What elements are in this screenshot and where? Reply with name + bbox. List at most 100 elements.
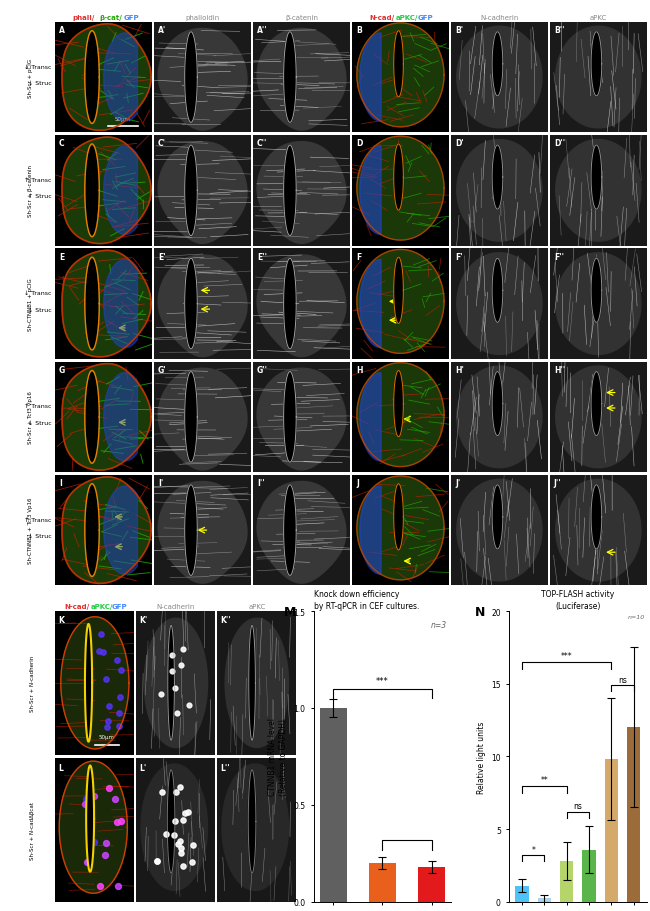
Text: G'': G'' [257, 365, 268, 374]
Polygon shape [591, 33, 602, 97]
Point [170, 814, 180, 828]
Text: L': L' [139, 763, 147, 772]
Polygon shape [185, 146, 197, 236]
Text: β-cat/: β-cat/ [99, 15, 122, 21]
Text: N-cadherin: N-cadherin [480, 15, 519, 21]
Polygon shape [62, 477, 151, 584]
Point [88, 834, 99, 849]
Text: Sh-CTNNB1 + pCIG: Sh-CTNNB1 + pCIG [28, 278, 33, 331]
Text: F: F [356, 252, 361, 261]
Text: ↑ Transc: ↑ Transc [25, 517, 52, 522]
Point [188, 838, 199, 853]
Point [82, 855, 92, 869]
Polygon shape [249, 626, 255, 741]
Point [183, 804, 193, 819]
Point [112, 879, 123, 894]
Text: aPKC: aPKC [248, 603, 265, 609]
Polygon shape [591, 372, 602, 436]
Text: aPKC: aPKC [590, 15, 607, 21]
Point [116, 814, 126, 828]
Polygon shape [158, 369, 247, 470]
Polygon shape [283, 33, 296, 123]
Polygon shape [185, 486, 197, 576]
Point [116, 663, 127, 678]
Text: ns: ns [573, 802, 582, 811]
Polygon shape [492, 33, 503, 97]
Point [98, 645, 108, 660]
Text: A: A [59, 26, 65, 36]
Text: ***: *** [376, 676, 389, 685]
Point [114, 706, 124, 721]
Polygon shape [103, 486, 137, 575]
Polygon shape [394, 371, 404, 437]
Text: Sh-Scr + Tcf3 Vp16: Sh-Scr + Tcf3 Vp16 [28, 391, 33, 444]
Bar [627, 728, 640, 902]
Text: *: * [531, 845, 535, 854]
Text: 50μm: 50μm [115, 118, 131, 122]
Text: phall/: phall/ [72, 15, 94, 21]
Text: ns: ns [618, 675, 627, 684]
Text: H: H [356, 365, 363, 374]
Point [152, 854, 162, 868]
Text: H'': H'' [554, 365, 565, 374]
Polygon shape [257, 142, 346, 244]
Point [94, 644, 104, 659]
Point [96, 627, 106, 641]
Point [81, 793, 91, 807]
Text: ↑ Transc: ↑ Transc [25, 178, 52, 183]
Text: ↓ Struc: ↓ Struc [28, 307, 52, 312]
Text: n=10: n=10 [628, 614, 645, 619]
Text: A'': A'' [257, 26, 268, 36]
Polygon shape [591, 146, 602, 210]
Polygon shape [556, 366, 641, 468]
Polygon shape [556, 27, 641, 128]
Text: Knock down efficiency
by RT-qPCR in CEF cultures.: Knock down efficiency by RT-qPCR in CEF … [314, 589, 419, 610]
Text: F': F' [455, 252, 463, 261]
Polygon shape [103, 34, 137, 122]
Polygon shape [185, 33, 197, 123]
Polygon shape [357, 363, 444, 467]
Polygon shape [257, 29, 346, 131]
Polygon shape [357, 251, 444, 353]
Polygon shape [357, 24, 444, 128]
Text: C: C [59, 139, 65, 148]
Text: ↓ Struc: ↓ Struc [28, 81, 52, 86]
Text: K': K' [139, 616, 148, 625]
Bar [560, 861, 573, 902]
Text: phalloidin: phalloidin [185, 15, 220, 21]
Text: Sh-CTNNB1 + Tcf3 Vp16: Sh-CTNNB1 + Tcf3 Vp16 [28, 497, 33, 564]
Point [167, 649, 177, 663]
Point [114, 719, 124, 733]
Text: ***: *** [561, 651, 573, 660]
Text: E': E' [158, 252, 166, 261]
Polygon shape [59, 762, 127, 894]
Polygon shape [86, 34, 98, 122]
Text: C': C' [158, 139, 166, 148]
Polygon shape [144, 619, 207, 748]
Polygon shape [357, 476, 444, 580]
Point [101, 835, 111, 850]
Point [178, 814, 188, 828]
Polygon shape [357, 137, 444, 241]
Text: M: M [283, 606, 296, 619]
Polygon shape [360, 147, 381, 235]
Polygon shape [103, 147, 137, 235]
Polygon shape [360, 374, 381, 462]
Polygon shape [283, 259, 296, 350]
Text: I: I [59, 478, 62, 487]
Polygon shape [492, 259, 503, 323]
Polygon shape [457, 366, 542, 468]
Text: I'': I'' [257, 478, 265, 487]
Text: K: K [58, 616, 64, 625]
Bar [369, 863, 396, 902]
Point [111, 815, 122, 830]
Polygon shape [591, 259, 602, 323]
Polygon shape [360, 34, 381, 122]
Text: N-cad/: N-cad/ [64, 603, 89, 609]
Text: N-cadherin: N-cadherin [157, 603, 195, 609]
Point [151, 854, 162, 868]
Polygon shape [185, 259, 197, 350]
Point [83, 855, 94, 870]
Polygon shape [62, 138, 151, 244]
Polygon shape [62, 251, 151, 357]
